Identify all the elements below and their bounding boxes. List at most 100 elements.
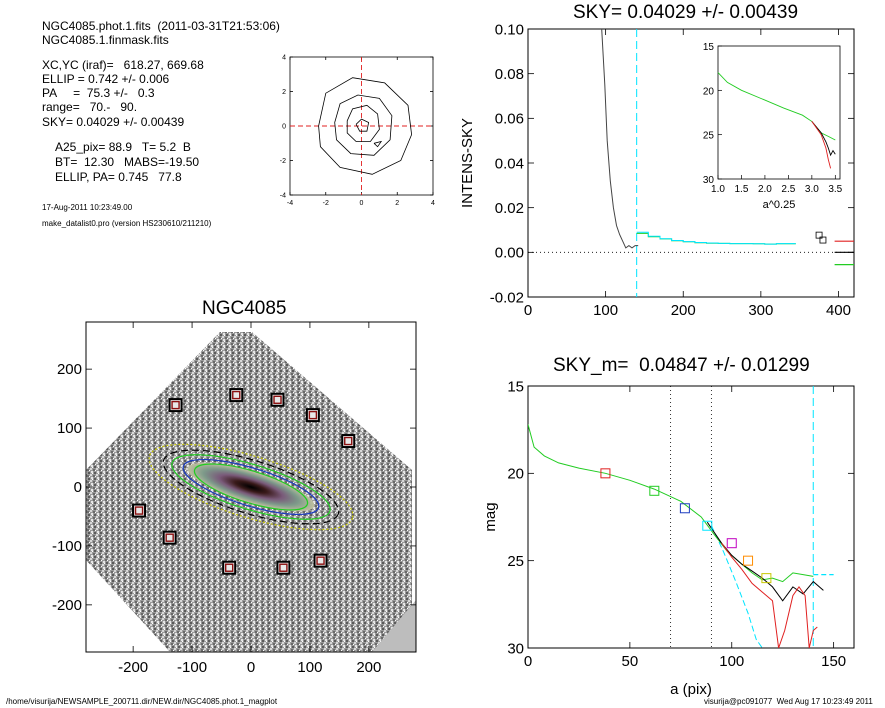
center-ytick-label: -2 — [280, 158, 286, 165]
sky-box-inner — [316, 556, 325, 565]
sky-box — [276, 560, 291, 575]
sky-xtick-label: 200 — [671, 302, 696, 319]
gal-xtick-label: 100 — [297, 659, 322, 676]
sky-box-inner — [273, 395, 282, 404]
footer-path: /home/visurija/NEWSAMPLE_200711.dir/NEW.… — [6, 697, 278, 706]
info-line-range: range= 70.- 90. — [42, 100, 138, 114]
mag-ytick-label: 25 — [507, 553, 524, 570]
sky-xtick-label: 100 — [593, 302, 618, 319]
galaxy-body — [187, 462, 315, 512]
info-line-sky: SKY= 0.04029 +/- 0.00439 — [42, 115, 185, 129]
center-xtick-label: 4 — [431, 200, 435, 207]
center-ytick-label: -4 — [280, 192, 286, 199]
info-date: 17-Aug-2011 10:23:49.00 — [42, 203, 133, 212]
info-line-filename: NGC4085.phot.1.fits (2011-03-31T21:53:06… — [42, 19, 280, 33]
galaxy-image-title: NGC4085 — [202, 298, 287, 319]
gal-ytick-label: -200 — [52, 597, 82, 614]
center-contour — [346, 104, 380, 142]
mag-square-marker — [743, 555, 754, 566]
center-contour-layer: -4 -2 0 2 4 -4 -2 0 2 4 — [280, 54, 435, 207]
sky-ylabel: INTENS-SKY — [459, 118, 476, 208]
center-contour-plot: -4 -2 0 2 4 -4 -2 0 2 4 — [280, 54, 435, 207]
sky-box-inner — [232, 390, 241, 400]
sky-ytick-label: -0.02 — [490, 289, 524, 306]
mag-ylabel: mag — [482, 502, 499, 531]
center-contour — [318, 77, 413, 175]
mag-xtick-label: 50 — [622, 653, 639, 670]
sky-box — [341, 434, 356, 449]
sky-xtick-label: 400 — [826, 302, 851, 319]
center-xtick-label: -4 — [287, 200, 293, 207]
mag-square-marker — [726, 538, 737, 549]
mag-square-marker — [679, 503, 690, 514]
center-contour — [334, 94, 393, 156]
info-line-mask: NGC4085.1.finmask.fits — [42, 33, 169, 47]
mag-ytick-label: 15 — [507, 378, 524, 395]
sky-point-marker — [815, 231, 823, 239]
mag-xlabel: a (pix) — [670, 681, 712, 698]
sky-xtick-label: 300 — [748, 302, 773, 319]
gal-xtick-label: -200 — [118, 659, 148, 676]
sky-ytick-label: 0.02 — [495, 200, 524, 217]
inset-series-layer: 1.0 1.5 2.0 2.5 3.0 3.5 15 20 25 30 — [703, 42, 843, 195]
galaxy-image-plot: -200 -100 0 100 200 -200 -100 0 100 200 — [52, 321, 417, 676]
inset-xtick-label: 2.0 — [758, 184, 772, 195]
sky-box-inner — [344, 436, 353, 446]
gal-ytick-label: 100 — [57, 420, 82, 437]
sky-profile-plot: 0 100 200 300 400 -0.02 0.00 0.02 0.04 0.06 0.08 0.… — [459, 21, 855, 319]
sky-xtick-label: 0 — [524, 302, 532, 319]
sky-point-marker — [819, 236, 827, 244]
center-xtick-label: 0 — [360, 200, 364, 207]
galaxy-edge-left — [86, 322, 150, 380]
inset-xtick-label: 3.5 — [828, 184, 842, 195]
center-contour — [373, 140, 383, 148]
mag-profile-plot: 0 50 100 150 15 20 25 30 mag a (pix) — [482, 378, 855, 698]
galaxy-image-layer — [86, 322, 416, 652]
mag-plot-frame — [527, 385, 855, 649]
mag-square-marker — [649, 485, 660, 496]
inset-ytick-label: 15 — [703, 42, 715, 53]
galaxy-overlay-layer — [132, 388, 356, 575]
mag-ytick-label: 20 — [507, 466, 524, 483]
sky-series-cyan — [636, 231, 796, 245]
mag-cyan-model — [710, 525, 763, 648]
sky-box-inner — [165, 533, 174, 542]
mag-series-black — [706, 521, 824, 602]
sky-box-inner — [224, 563, 234, 572]
masked-corner-region — [372, 600, 416, 652]
sky-box — [313, 553, 328, 568]
gal-xtick-label: -100 — [177, 659, 207, 676]
galaxy-axes: -200 -100 0 100 200 -200 -100 0 100 200 — [52, 322, 416, 676]
info-line-bt: BT= 12.30 MABS=-19.50 — [55, 155, 200, 169]
inset-xtick-label: 2.5 — [781, 184, 795, 195]
sky-ytick-label: 0.08 — [495, 66, 524, 83]
inset-series-red — [811, 121, 832, 169]
mag-ytick-label: 30 — [507, 640, 524, 657]
center-xtick-label: -2 — [323, 200, 329, 207]
inset-xlabel: a^0.25 — [763, 199, 796, 211]
inset-frame — [717, 45, 841, 180]
gal-xtick-label: 200 — [356, 659, 381, 676]
inset-xtick-label: 3.0 — [805, 184, 819, 195]
sky-profile-title: SKY= 0.04029 +/- 0.00439 — [573, 2, 799, 23]
gal-ytick-label: 0 — [74, 479, 82, 496]
info-line-center: XC,YC (iraf)= 618.27, 669.68 — [42, 58, 204, 72]
galaxy-edge-right — [330, 322, 416, 400]
inset-series-green — [717, 72, 836, 141]
sky-axes: 0 100 200 300 400 -0.02 0.00 0.02 0.04 0.06 0.08 0.… — [490, 21, 854, 319]
inset-series-black — [811, 121, 836, 157]
mag-xtick-label: 0 — [524, 653, 532, 670]
mag-series-layer — [528, 386, 834, 648]
inset-ytick-label: 30 — [703, 175, 715, 186]
sky-box-inner — [308, 410, 318, 420]
gal-xtick-label: 0 — [247, 659, 255, 676]
inset-xtick-label: 1.5 — [735, 184, 749, 195]
sky-ytick-label: 0.06 — [495, 111, 524, 128]
sky-ytick-label: 0.04 — [495, 155, 524, 172]
mag-square-marker — [702, 520, 713, 531]
mag-xtick-label: 150 — [821, 653, 846, 670]
sky-box — [270, 392, 285, 407]
gal-ytick-label: 200 — [57, 361, 82, 378]
info-line-a25: A25_pix= 88.9 T= 5.2 B — [55, 140, 191, 154]
